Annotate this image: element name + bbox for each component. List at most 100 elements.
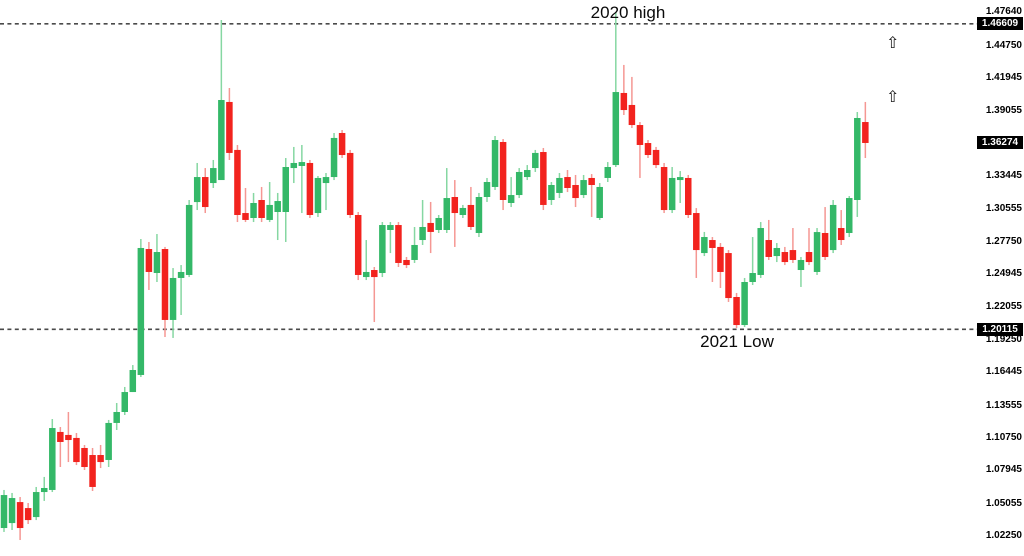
candle-down bbox=[693, 213, 700, 251]
candle-up bbox=[612, 92, 620, 166]
candle-up bbox=[274, 201, 281, 212]
candle-up bbox=[153, 252, 161, 274]
candle-down bbox=[16, 502, 24, 529]
y-axis-tick-label: 1.13555 bbox=[985, 399, 1022, 411]
candle-up bbox=[524, 170, 531, 178]
candle-up bbox=[137, 247, 145, 375]
candle-up bbox=[435, 217, 442, 230]
candle-down bbox=[354, 214, 362, 275]
candle-down bbox=[725, 253, 732, 299]
candle-down bbox=[862, 122, 869, 143]
candle-up bbox=[363, 271, 370, 278]
y-axis-tick-label: 1.05055 bbox=[985, 497, 1022, 509]
candle-down bbox=[572, 185, 579, 199]
up-arrow-icon: ⇧ bbox=[886, 32, 900, 52]
candle-up bbox=[596, 186, 603, 218]
y-axis-tick-label: 1.24945 bbox=[985, 268, 1022, 280]
candle-down bbox=[97, 455, 104, 463]
candle-up bbox=[668, 177, 676, 211]
candle-up bbox=[250, 202, 257, 218]
candle-up bbox=[604, 167, 611, 178]
candle-down bbox=[371, 270, 378, 278]
candle-down bbox=[451, 197, 459, 214]
candle-up bbox=[0, 495, 8, 529]
candle-up bbox=[580, 180, 587, 196]
candle-up bbox=[475, 197, 483, 233]
candle-up bbox=[411, 244, 418, 260]
candle-up bbox=[387, 225, 394, 230]
candle-down bbox=[636, 125, 644, 145]
y-axis-tick-label: 1.30555 bbox=[985, 203, 1022, 215]
y-axis-tick-label: 1.02250 bbox=[985, 529, 1022, 541]
candle-down bbox=[258, 199, 265, 218]
candle-down bbox=[733, 297, 740, 326]
candle-down bbox=[202, 177, 209, 208]
candle-down bbox=[628, 104, 636, 126]
candle-down bbox=[588, 177, 595, 186]
candle-up bbox=[8, 498, 16, 524]
candle-down bbox=[620, 92, 628, 111]
candle-down bbox=[685, 177, 692, 215]
candle-down bbox=[564, 177, 571, 189]
candle-down bbox=[837, 228, 845, 241]
candle-up bbox=[330, 137, 338, 178]
y-axis-tick-label: 1.22055 bbox=[985, 301, 1022, 313]
candle-up bbox=[41, 488, 48, 493]
candle-up bbox=[193, 177, 201, 203]
candle-down bbox=[395, 225, 402, 263]
candle-up bbox=[185, 204, 193, 275]
candle-down bbox=[306, 162, 314, 215]
candle-up bbox=[507, 195, 515, 203]
candle-down bbox=[57, 431, 64, 442]
price-label-2020-high: 1.46609 bbox=[977, 17, 1023, 31]
y-axis-tick-label: 1.16445 bbox=[985, 366, 1022, 378]
candle-up bbox=[322, 177, 330, 184]
candle-up bbox=[443, 198, 450, 230]
candle-down bbox=[499, 141, 507, 200]
candle-down bbox=[242, 213, 249, 220]
candle-down bbox=[161, 249, 169, 320]
price-label-2021-low: 1.20115 bbox=[977, 322, 1023, 336]
candle-up bbox=[113, 411, 120, 423]
candle-down bbox=[65, 434, 72, 441]
candle-down bbox=[73, 437, 80, 463]
candle-down bbox=[346, 152, 354, 215]
candle-up bbox=[491, 140, 499, 187]
candle-up bbox=[32, 492, 40, 518]
candle-up bbox=[532, 152, 539, 169]
candle-down bbox=[717, 246, 724, 272]
y-axis-tick-label: 1.07945 bbox=[985, 464, 1022, 476]
candle-down bbox=[145, 249, 153, 272]
price-label-last: 1.36274 bbox=[977, 136, 1023, 150]
candle-down bbox=[644, 143, 652, 156]
candle-up bbox=[676, 177, 684, 181]
y-axis-tick-label: 1.47640 bbox=[985, 6, 1022, 18]
candle-down bbox=[709, 240, 716, 248]
y-axis-tick-label: 1.44750 bbox=[985, 39, 1022, 51]
candle-up bbox=[548, 185, 555, 200]
candle-down bbox=[234, 149, 241, 215]
candle-up bbox=[169, 277, 177, 320]
candle-up bbox=[749, 273, 756, 283]
y-axis-tick-label: 1.33445 bbox=[985, 170, 1022, 182]
candle-down bbox=[24, 508, 32, 521]
y-axis-tick-label: 1.27750 bbox=[985, 235, 1022, 247]
candle-up bbox=[483, 182, 491, 198]
candle-up bbox=[266, 204, 273, 220]
candle-up bbox=[129, 370, 137, 393]
candle-down bbox=[89, 455, 96, 487]
candle-down bbox=[226, 101, 233, 153]
candle-up bbox=[556, 177, 563, 193]
candle-up bbox=[515, 171, 523, 196]
candle-down bbox=[540, 152, 547, 205]
candle-up bbox=[49, 428, 56, 490]
candle-up bbox=[314, 177, 322, 214]
candle-down bbox=[652, 149, 660, 166]
candle-down bbox=[765, 240, 772, 257]
y-axis-tick-label: 1.41945 bbox=[985, 72, 1022, 84]
annotation-2021-low: 2021 Low bbox=[700, 332, 774, 352]
up-arrow-icon: ⇧ bbox=[886, 87, 900, 107]
candle-up bbox=[701, 237, 708, 254]
annotation-2020-high: 2020 high bbox=[590, 2, 666, 22]
